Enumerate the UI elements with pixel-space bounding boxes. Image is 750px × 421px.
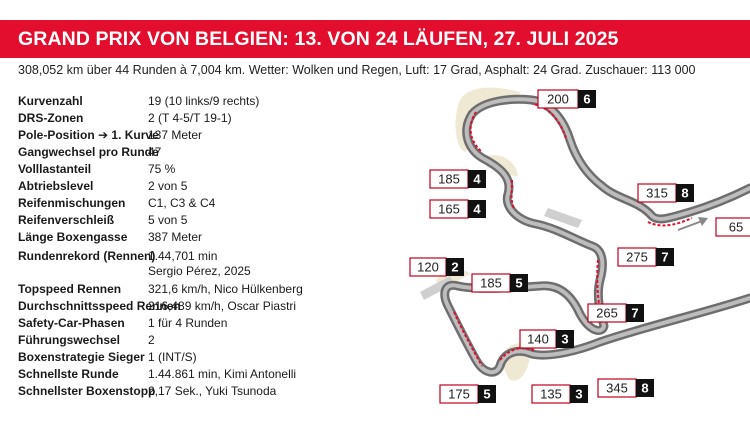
direction-arrow <box>677 217 708 231</box>
svg-text:65: 65 <box>729 220 743 235</box>
stat-value: 75 % <box>148 162 176 176</box>
runoff-areas <box>436 87 530 381</box>
stat-value: 1 (INT/S) <box>148 350 197 364</box>
corner-label: 140 3 <box>519 329 574 349</box>
corner-label: 175 5 <box>439 384 496 404</box>
stat-label: DRS-Zonen <box>18 111 84 125</box>
stat-label: Boxenstrategie Sieger <box>18 350 145 364</box>
stat-label: Safety-Car-Phasen <box>18 316 125 330</box>
svg-text:3: 3 <box>561 332 568 347</box>
page-title: GRAND PRIX VON BELGIEN: 13. VON 24 LÄUFE… <box>0 20 750 58</box>
svg-text:5: 5 <box>515 276 522 291</box>
stat-label: Schnellste Runde <box>18 367 119 381</box>
stat-value: 216,489 km/h, Oscar Piastri <box>148 299 297 313</box>
svg-text:275: 275 <box>626 250 648 265</box>
svg-text:135: 135 <box>540 387 562 402</box>
svg-text:165: 165 <box>438 202 460 217</box>
stat-label: Führungswechsel <box>18 333 121 347</box>
stat-value: 2 (T 4-5/T 19-1) <box>148 111 232 125</box>
svg-text:3: 3 <box>575 387 582 402</box>
stat-value: 1.44,701 min <box>148 249 218 263</box>
kerbs <box>453 103 693 367</box>
corner-label: 345 8 <box>597 378 654 398</box>
stat-value: 2 von 5 <box>148 179 188 193</box>
track-map: 200 6 185 4 315 8 165 4 65 275 7 120 2 1… <box>409 87 750 404</box>
stat-value: C1, C3 & C4 <box>148 196 216 210</box>
stat-value: 2 <box>148 333 155 347</box>
stat-label: Reifenverschleiß <box>18 213 115 227</box>
stat-label: Volllastanteil <box>18 162 92 176</box>
stat-label: Kurvenzahl <box>18 94 83 108</box>
svg-text:8: 8 <box>681 186 688 201</box>
corner-label: 265 7 <box>587 303 644 323</box>
svg-text:345: 345 <box>606 381 628 396</box>
svg-text:185: 185 <box>480 276 502 291</box>
corner-label: 135 3 <box>531 384 588 404</box>
corner-label: 120 2 <box>409 257 464 277</box>
svg-text:120: 120 <box>417 260 439 275</box>
stat-label: Pole-Position ➔ 1. Kurve <box>18 128 159 142</box>
svg-text:140: 140 <box>527 332 549 347</box>
stat-label: Rundenrekord (Rennen) <box>18 249 156 263</box>
svg-text:175: 175 <box>448 387 470 402</box>
stat-label: Schnellster Boxenstopp <box>18 384 156 398</box>
corner-label: 185 4 <box>429 169 486 189</box>
svg-text:200: 200 <box>547 92 569 107</box>
corner-label: 200 6 <box>537 89 596 109</box>
track-centerline <box>442 97 750 375</box>
corner-label: 275 7 <box>617 247 674 267</box>
svg-text:315: 315 <box>646 186 668 201</box>
stat-label: Gangwechsel pro Runde <box>18 145 159 159</box>
pit-lane-markers <box>420 208 582 300</box>
stat-value: 1 für 4 Runden <box>148 316 228 330</box>
stat-value: 5 von 5 <box>148 213 188 227</box>
stat-value: 387 Meter <box>148 230 203 244</box>
stat-value: 2,17 Sek., Yuki Tsunoda <box>148 384 277 398</box>
corner-label: 315 8 <box>637 183 694 203</box>
svg-text:7: 7 <box>631 306 638 321</box>
stat-value: 1.44.861 min, Kimi Antonelli <box>148 367 297 381</box>
svg-text:2: 2 <box>451 260 458 275</box>
stat-label: Durchschnittsspeed Rennen <box>18 299 181 313</box>
svg-text:6: 6 <box>583 92 590 107</box>
stat-label: Topspeed Rennen <box>18 282 122 296</box>
corner-label: 185 5 <box>471 273 528 293</box>
stat-label: Abtriebslevel <box>18 179 94 193</box>
svg-text:7: 7 <box>661 250 668 265</box>
svg-text:4: 4 <box>473 172 481 187</box>
stat-value: 47 <box>148 145 162 159</box>
stat-value-detail: Sergio Pérez, 2025 <box>148 264 251 278</box>
stat-label: Länge Boxengasse <box>18 230 128 244</box>
corner-label: 65 <box>715 217 750 237</box>
race-summary: 308,052 km über 44 Runden à 7,004 km. We… <box>18 63 696 77</box>
svg-text:8: 8 <box>641 381 648 396</box>
svg-text:5: 5 <box>483 387 490 402</box>
stat-value: 137 Meter <box>148 128 203 142</box>
stat-label: Reifenmischungen <box>18 196 126 210</box>
svg-text:185: 185 <box>438 172 460 187</box>
corner-label: 165 4 <box>429 199 486 219</box>
svg-text:265: 265 <box>596 306 618 321</box>
stat-value: 19 (10 links/9 rechts) <box>148 94 260 108</box>
svg-text:4: 4 <box>473 202 481 217</box>
stat-value: 321,6 km/h, Nico Hülkenberg <box>148 282 303 296</box>
